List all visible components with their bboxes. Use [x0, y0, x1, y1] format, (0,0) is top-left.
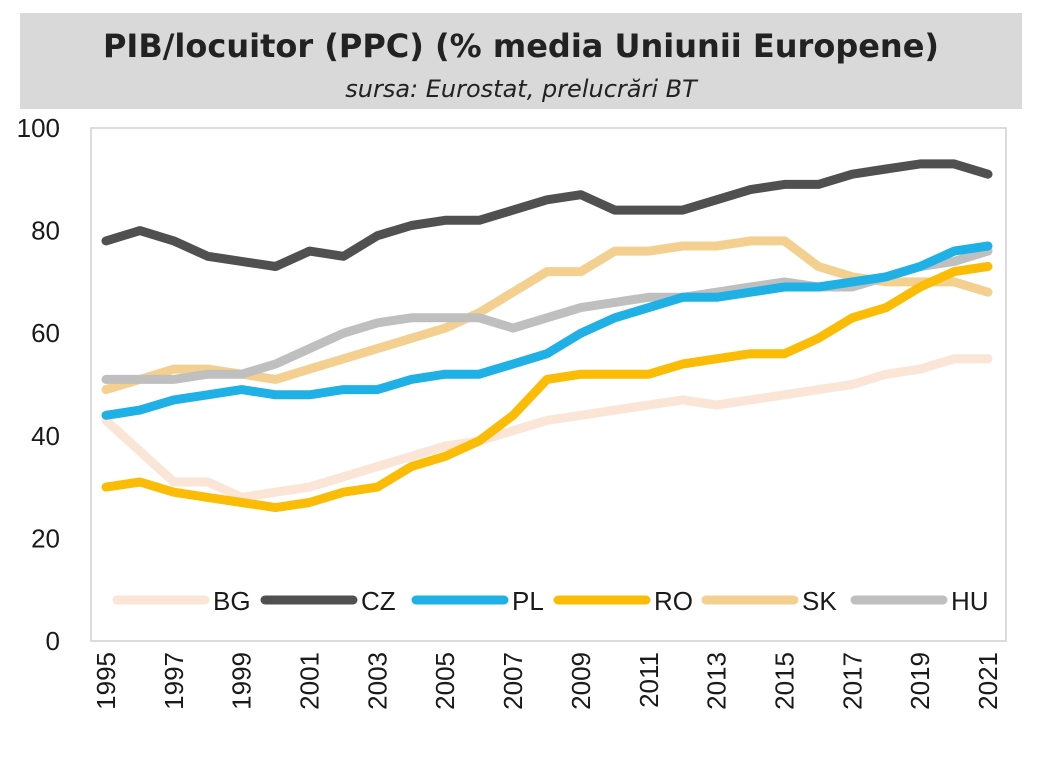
- x-tick-label: 2017: [837, 652, 867, 710]
- series-line-sk: [101, 236, 993, 395]
- series-line-pl: [101, 241, 993, 420]
- plot-frame: [90, 127, 1007, 642]
- legend-label-ro: RO: [654, 586, 693, 616]
- x-tick-label: 2019: [905, 652, 935, 710]
- legend-label-cz: CZ: [361, 586, 396, 616]
- y-tick-label: 60: [31, 318, 60, 348]
- legend-label-hu: HU: [951, 586, 989, 616]
- chart-subtitle: sursa: Eurostat, prelucrări BT: [345, 75, 697, 103]
- y-tick-label: 80: [31, 216, 60, 246]
- x-tick-label: 2015: [769, 652, 799, 710]
- series-line-bg: [101, 354, 993, 502]
- x-tick-label: 2013: [702, 652, 732, 710]
- legend-label-pl: PL: [512, 586, 544, 616]
- chart-title: PIB/locuitor (PPC) (% media Uniunii Euro…: [102, 27, 940, 65]
- x-tick-label: 2005: [430, 652, 460, 710]
- x-tick-label: 2007: [498, 652, 528, 710]
- x-tick-label: 1997: [159, 652, 189, 710]
- series-line-cz: [101, 159, 993, 271]
- x-tick-label: 1995: [91, 652, 121, 710]
- x-tick-label: 2009: [566, 652, 596, 710]
- title-band: PIB/locuitor (PPC) (% media Uniunii Euro…: [20, 13, 1022, 109]
- y-tick-label: 40: [31, 421, 60, 451]
- y-tick-label: 100: [17, 113, 60, 143]
- y-tick-label: 20: [31, 523, 60, 553]
- legend: BG CZ PL RO SK HU: [112, 586, 989, 616]
- legend-label-sk: SK: [802, 586, 837, 616]
- x-tick-label: 2011: [634, 652, 664, 708]
- x-tick-label: 2003: [362, 652, 392, 710]
- legend-label-bg: BG: [213, 586, 251, 616]
- x-tick-label: 2021: [973, 652, 1003, 710]
- x-tick-label: 1999: [227, 652, 257, 710]
- y-tick-label: 0: [46, 626, 60, 656]
- series-line-ro: [101, 262, 993, 513]
- x-tick-label: 2001: [295, 652, 325, 710]
